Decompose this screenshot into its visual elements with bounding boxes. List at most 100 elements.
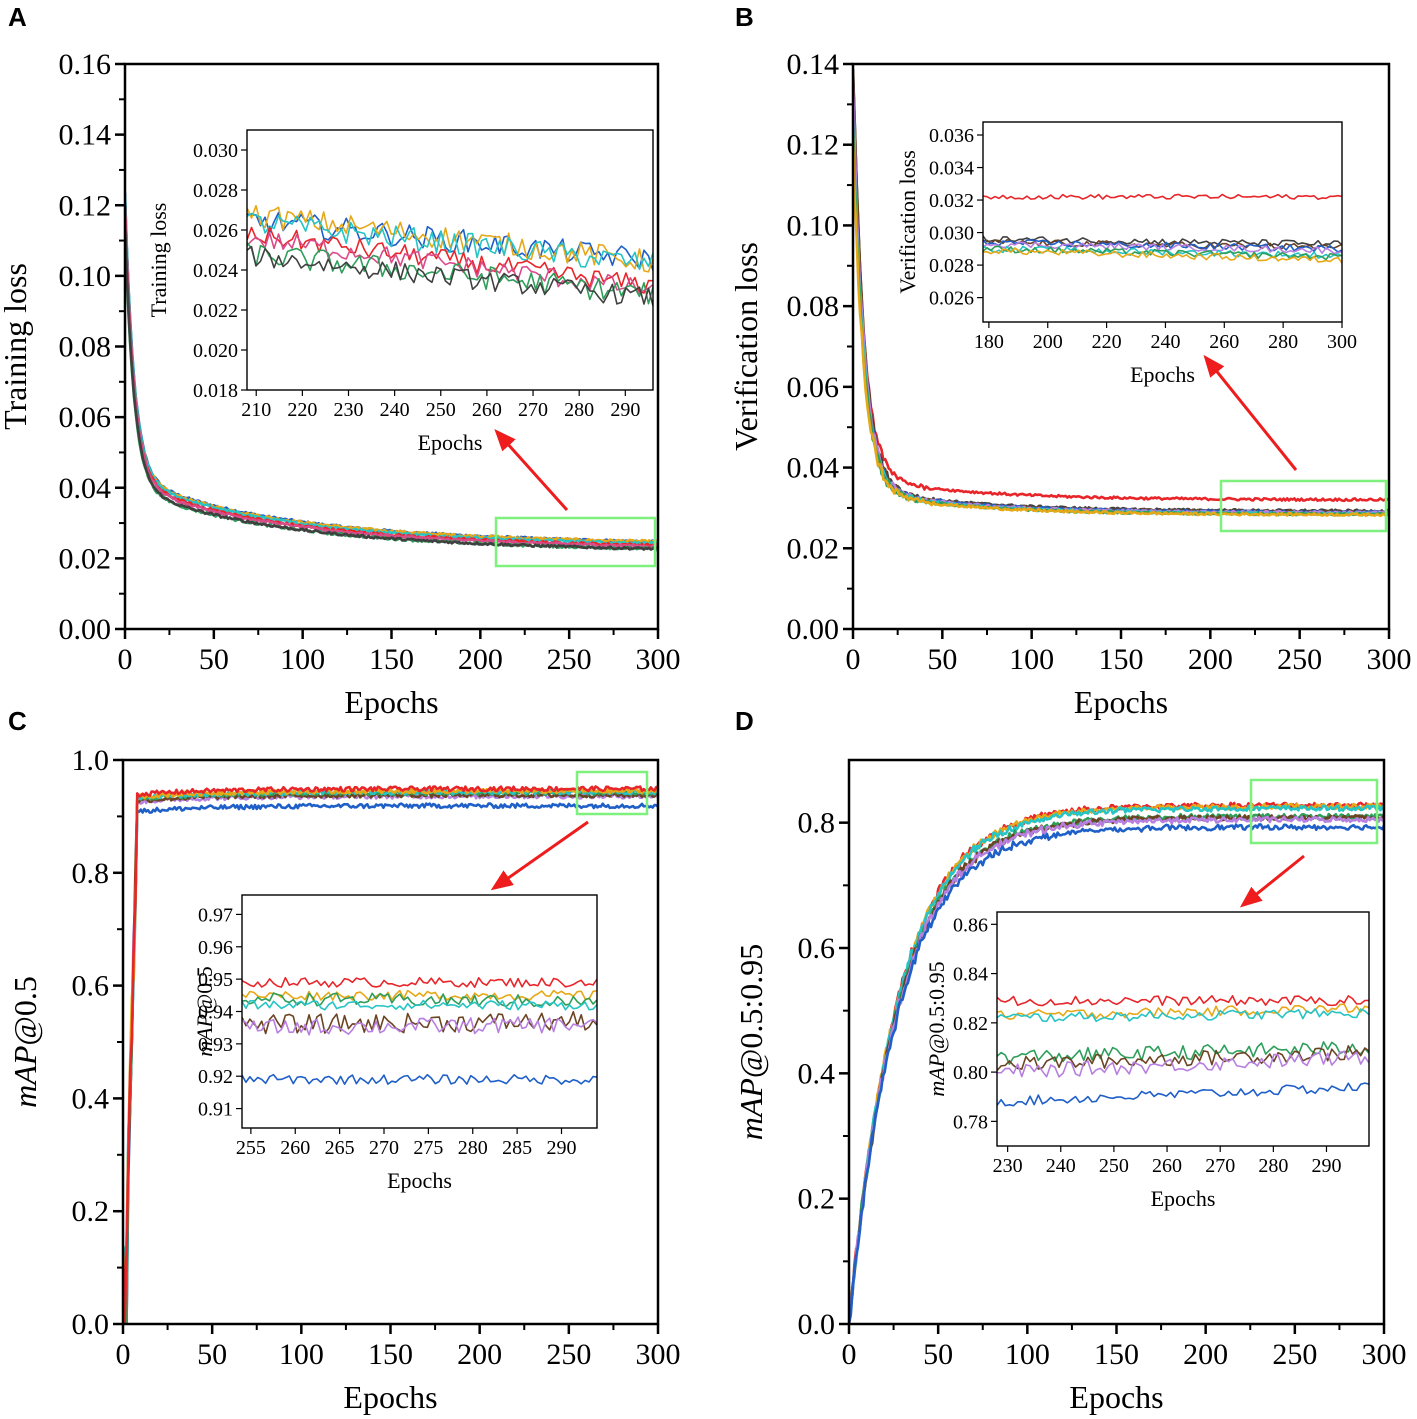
panel-B-inset-series-line [983,193,1342,201]
panel-D-inset-frame [996,911,1370,1147]
panel-B-inset-ytick-label: 0.032 [929,190,974,212]
panel-A-xtick-label: 300 [636,643,681,676]
panel-A-ytick-label: 0.16 [59,48,112,81]
panel-B-series-group [853,68,1389,518]
panel-A-inset-series-line [247,242,653,305]
panel-C-inset-xtick-label: 285 [502,1137,532,1159]
panel-B-y-axis-label: Verification loss [728,242,764,451]
panel-A-inset-series-line [247,204,653,273]
panel-B-inset-series-group [983,193,1342,264]
panel-D-ytick-label: 0.4 [798,1057,836,1090]
panel-B-inset-y-axis-label: Verification loss [895,150,920,294]
panel-D-inset-series-line [997,1041,1369,1065]
panel-B-xtick-label: 150 [1099,643,1144,676]
panel-C-inset-xtick-label: 265 [325,1137,355,1159]
panel-D-inset-series-line [997,1008,1369,1023]
panel-C-inset-ytick-label: 0.91 [198,1099,233,1121]
panel-C-inset-series-line [242,1016,597,1036]
panel-D-y-axis-label: mAP@0.5:0.95 [733,944,769,1141]
panel-B-inset-ytick-label: 0.028 [929,255,974,277]
panel-D-letter: D [735,706,754,736]
panel-B-inset-plot-bg [983,122,1342,322]
panel-A-letter: A [8,2,27,32]
panel-C-ytick-label: 1.0 [72,744,110,777]
panel-C-xtick-label: 250 [546,1338,591,1371]
panel-C-series-line [123,785,658,1324]
panel-D-inset-ytick-label: 0.82 [953,1013,988,1035]
panel-D-xtick-label: 0 [842,1338,857,1371]
panel-D-inset-series-line [997,1082,1369,1107]
panel-C-ytick-label: 0.2 [72,1195,110,1228]
panel-C-inset-y-axis-label: mAP@0.5 [192,966,217,1057]
panel-D-ytick-label: 0.6 [798,932,836,965]
panel-C-y-axis-label: mAP@0.5 [7,976,43,1108]
panel-C-inset-series-line [242,1073,597,1085]
panel-C: C 0 50 100 150 200 250 300 0.0 0.2 0.4 0.6 0.8 1.0 Epo… [7,706,681,1415]
panel-B-inset-x-axis-label: Epochs [1130,362,1195,387]
panel-A-inset-ytick-label: 0.018 [193,380,238,402]
panel-D-xtick-label: 100 [1005,1338,1050,1371]
panel-A-inset-frame [246,129,654,391]
panel-A-inset-series-line [247,226,653,294]
panel-A-inset-x-axis-label: Epochs [418,430,483,455]
panel-D-xtick-label: 200 [1183,1338,1228,1371]
panel-C-x-axis-label: Epochs [343,1379,437,1415]
panel-C-ytick-label: 0.4 [72,1082,110,1115]
panel-A-zoom-highlight-box [494,516,657,568]
panel-A-inset-xtick-label: 250 [426,399,456,421]
panel-B-zoom-highlight-box [1219,479,1388,533]
panel-B-ytick-label: 0.12 [787,129,840,162]
panel-C-inset-ytick-label: 0.95 [198,969,233,991]
panel-D-ytick-label: 0.2 [798,1183,836,1216]
panel-C-ytick-label: 0.0 [72,1308,110,1341]
panel-C-ytick-label: 0.6 [72,970,110,1003]
panel-A-inset-xtick-label: 230 [334,399,364,421]
panel-C-inset: 255 260 265 270 275 280 285 290 0.91 0.92 0.93 0.94… [192,894,598,1193]
panel-B-series-line [853,137,1389,518]
panel-A-inset-ytick-label: 0.030 [193,140,238,162]
panel-B-inset-frame [982,121,1343,323]
panel-B-ytick-label: 0.00 [787,613,840,646]
panel-B-ytick-label: 0.10 [787,209,840,242]
panel-B-series-line [853,78,1389,503]
panel-A-inset-ytick-label: 0.028 [193,180,238,202]
panel-B-ytick-label: 0.02 [787,532,840,565]
panel-D-x-axis-label: Epochs [1069,1379,1163,1415]
panel-D-series-line [849,815,1384,1324]
panel-C-inset-plot-bg [242,895,597,1128]
panel-D-series-line [849,804,1384,1323]
panel-C-xtick-label: 150 [368,1338,413,1371]
panel-C-inset-series-group [242,976,597,1085]
panel-C-inset-series-line [242,989,597,1001]
panel-B-inset-xtick-label: 180 [974,331,1004,353]
panel-A-inset-series-line [247,212,653,271]
panel-D-inset-xtick-label: 250 [1099,1155,1129,1177]
panel-C-series-line [123,802,658,1324]
panel-C-xtick-label: 50 [197,1338,227,1371]
panel-D-inset-series-line [997,1045,1369,1072]
panel-C-letter: C [8,706,27,736]
panel-C-series-group [123,785,658,1324]
panel-B-ytick-label: 0.04 [787,452,840,485]
panel-D-inset-ytick-label: 0.86 [953,914,988,936]
panel-D-xtick-label: 150 [1094,1338,1139,1371]
panel-B-inset-ytick-label: 0.026 [929,288,974,310]
panel-D-series-line [849,823,1384,1324]
panel-C-inset-ytick-label: 0.97 [198,904,233,926]
panel-D-inset-ytick-label: 0.78 [953,1111,988,1133]
panel-A-inset-xtick-label: 220 [287,399,317,421]
panel-A-series-group [125,192,658,552]
panel-D-inset-series-line [997,1050,1369,1078]
panel-A-inset-series-line [247,245,653,307]
panel-B-inset-xtick-label: 240 [1150,331,1180,353]
panel-A-series-line [125,196,658,546]
panel-A: A 0 50 100 150 200 250 300 0.00 0.02 0.04 0.06 0.08 0… [0,2,681,720]
panel-A-zoom-arrow [494,429,569,512]
panel-A-xtick-label: 50 [199,643,229,676]
panel-C-inset-x-axis-label: Epochs [387,1168,452,1193]
panel-C-inset-xtick-label: 260 [280,1137,310,1159]
panel-A-inset-xtick-label: 280 [564,399,594,421]
panel-A-xtick-label: 150 [369,643,414,676]
panel-B-ytick-label: 0.08 [787,290,840,323]
panel-C-inset-ytick-label: 0.96 [198,937,233,959]
